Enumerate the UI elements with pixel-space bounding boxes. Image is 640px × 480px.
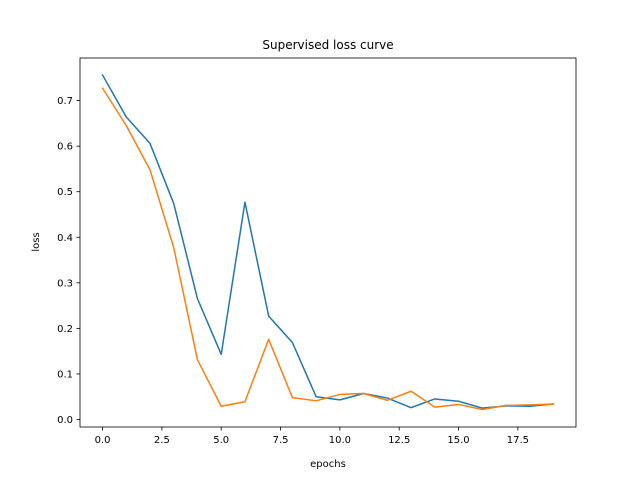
chart-title: Supervised loss curve <box>262 38 393 52</box>
y-tick-label: 0.7 <box>57 96 73 107</box>
x-axis: 0.0 2.5 5.0 7.5 10.0 12.5 15.0 17.5 <box>95 427 529 446</box>
y-tick-label: 0.0 <box>57 415 73 426</box>
x-tick-label: 17.5 <box>507 435 529 446</box>
y-tick-label: 0.6 <box>57 142 73 153</box>
series-line-2 <box>101 87 555 411</box>
y-axis: 0.0 0.1 0.2 0.3 0.4 0.5 0.6 0.7 <box>57 96 80 426</box>
x-tick-label: 12.5 <box>388 435 410 446</box>
x-tick-label: 10.0 <box>329 435 351 446</box>
x-tick-label: 2.5 <box>154 435 170 446</box>
y-axis-title: loss <box>31 232 42 251</box>
x-axis-title: epochs <box>310 459 346 470</box>
y-tick-label: 0.5 <box>57 187 73 198</box>
y-tick-label: 0.3 <box>57 278 73 289</box>
plot-lines <box>101 74 555 411</box>
x-tick-label: 15.0 <box>447 435 469 446</box>
y-tick-label: 0.1 <box>57 369 73 380</box>
x-tick-label: 5.0 <box>213 435 229 446</box>
y-tick-label: 0.2 <box>57 324 73 335</box>
x-tick-label: 0.0 <box>95 435 111 446</box>
plot-frame <box>79 57 577 428</box>
x-tick-label: 7.5 <box>273 435 289 446</box>
y-tick-label: 0.4 <box>57 233 73 244</box>
